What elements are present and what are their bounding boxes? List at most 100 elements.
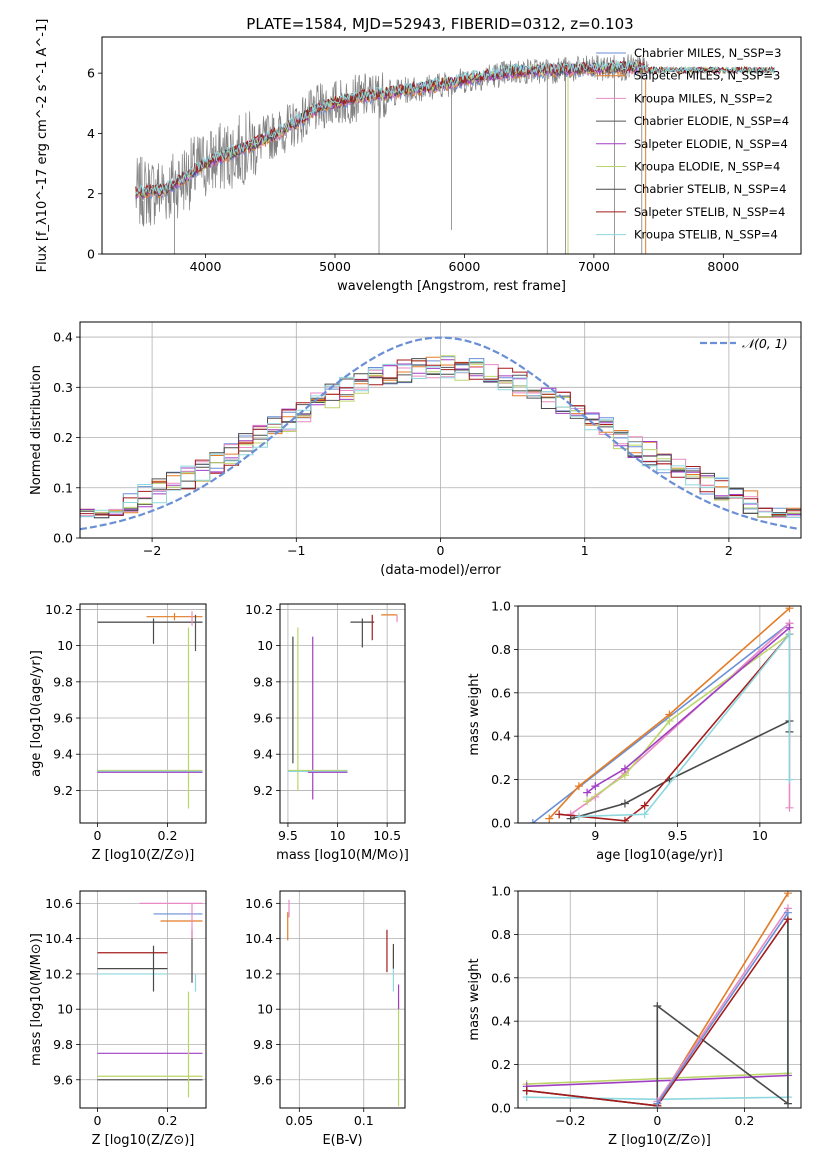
legend-label: Salpeter STELIB, N_SSP=4 xyxy=(634,205,785,219)
y-tick-label: 10 xyxy=(257,638,273,653)
y-tick-label: 9.6 xyxy=(253,711,273,726)
mass-weight-line xyxy=(586,627,791,794)
x-tick-label: 0 xyxy=(94,828,102,843)
y-tick-label: 9.4 xyxy=(253,747,273,762)
x-tick-label: −0.2 xyxy=(555,1113,585,1128)
y-tick-label: 1.0 xyxy=(491,884,511,899)
y-tick-label: 1.0 xyxy=(491,599,511,614)
y-tick-label: 0.4 xyxy=(53,330,73,345)
x-tick-label: 9 xyxy=(591,828,599,843)
panel-mass-vs-Z: 0 0.2 9.6 9.8 10 10.2 10.4 10.6 Z [log10(Z/Z⊙)] m… xyxy=(29,890,207,1148)
y-tick-label: 0.6 xyxy=(491,685,511,700)
mass-weight-line xyxy=(570,621,791,815)
x-axis-label: mass [log10(M/M⊙)] xyxy=(276,848,409,863)
x-tick-label: 8000 xyxy=(707,259,739,274)
mass-weight-line xyxy=(578,631,791,818)
x-tick-label: 0.2 xyxy=(734,1113,754,1128)
y-axis-label: Flux [f_λ10^-17 erg cm^-2 s^-1 A^-1] xyxy=(35,19,50,273)
mass-weight-marker xyxy=(574,782,583,791)
y-tick-label: 10.2 xyxy=(245,602,273,617)
y-tick-label: 0.0 xyxy=(53,531,73,546)
y-tick-label: 10.2 xyxy=(45,602,73,617)
mass-weight-marker xyxy=(785,803,794,812)
y-tick-label: 9.2 xyxy=(53,783,73,798)
y-tick-label: 0.3 xyxy=(53,380,73,395)
legend-label: 𝒩(0, 1) xyxy=(742,336,788,351)
plot-area xyxy=(97,902,203,1098)
y-axis-label: age [log10(age/yr)] xyxy=(29,650,44,777)
y-tick-label: 9.6 xyxy=(253,1072,273,1087)
mass-weight-marker xyxy=(522,1086,531,1095)
x-axis-label: age [log10(age/yr)] xyxy=(596,848,723,863)
plot-area xyxy=(528,606,794,823)
mass-weight-marker xyxy=(528,819,537,823)
plot-area xyxy=(97,611,203,809)
x-tick-label: 10 xyxy=(752,828,768,843)
axes-frame xyxy=(517,605,802,824)
y-tick-label: 9.8 xyxy=(253,1037,273,1052)
x-tick-label: 1 xyxy=(581,543,589,558)
residual-histogram xyxy=(80,361,801,518)
plot-area xyxy=(135,54,776,254)
x-tick-label: 2 xyxy=(725,543,733,558)
x-tick-label: 0 xyxy=(437,543,445,558)
y-axis-label: mass [log10(M/M⊙)] xyxy=(29,933,44,1066)
y-tick-label: 0.2 xyxy=(491,1057,511,1072)
legend-label: Salpeter MILES, N_SSP=3 xyxy=(634,69,780,83)
x-tick-label: 0.2 xyxy=(158,1113,178,1128)
y-tick-label: 4 xyxy=(87,126,95,141)
mass-weight-line xyxy=(586,633,790,802)
legend-label: Kroupa STELIB, N_SSP=4 xyxy=(634,228,778,242)
x-tick-label: 6000 xyxy=(449,259,481,274)
panel-age-vs-mass: 9.5 10 10.5 9.2 9.4 9.6 9.8 10 10.2 mass [log10(M… xyxy=(245,602,409,863)
axes-frame xyxy=(279,890,406,1109)
y-tick-label: 10.6 xyxy=(245,896,273,911)
legend-label: Salpeter ELODIE, N_SSP=4 xyxy=(634,137,788,151)
mass-weight-marker xyxy=(653,1002,662,1011)
plot-area xyxy=(287,899,400,1107)
y-tick-label: 10.2 xyxy=(45,966,73,981)
y-tick-label: 10 xyxy=(57,1002,73,1017)
x-axis-label: wavelength [Angstrom, rest frame] xyxy=(337,279,566,294)
panel-age-vs-Z: 0 0.2 9.2 9.4 9.6 9.8 10 10.2 Z [log10(Z/Z⊙)] age… xyxy=(29,602,207,863)
axes-frame xyxy=(79,321,802,539)
x-axis-label: (data-model)/error xyxy=(380,563,501,578)
y-tick-label: 0.0 xyxy=(491,1101,511,1116)
y-tick-label: 9.8 xyxy=(53,674,73,689)
x-tick-label: 9.5 xyxy=(668,828,688,843)
x-tick-label: −2 xyxy=(143,543,161,558)
x-tick-label: 0.1 xyxy=(354,1113,374,1128)
panel-spectrum: 4000 5000 6000 7000 8000 0 2 4 6 wavelength [Angs… xyxy=(35,19,802,294)
x-tick-label: 10.5 xyxy=(373,828,401,843)
x-tick-label: 5000 xyxy=(319,259,351,274)
y-tick-label: 10.6 xyxy=(45,896,73,911)
mass-weight-marker xyxy=(785,606,794,613)
mass-weight-marker xyxy=(583,797,592,806)
mass-weight-line xyxy=(548,607,791,820)
model-spectrum xyxy=(135,59,776,196)
y-tick-label: 2 xyxy=(87,186,95,201)
x-axis-label: E(B-V) xyxy=(322,1133,362,1148)
y-tick-label: 0.8 xyxy=(491,927,511,942)
x-axis-label: Z [log10(Z/Z⊙)] xyxy=(608,1133,711,1148)
y-axis-label: mass weight xyxy=(467,673,482,755)
mass-weight-marker xyxy=(583,788,592,797)
plot-area xyxy=(80,336,801,531)
x-tick-label: 9.5 xyxy=(278,828,298,843)
panel-mass-vs-EBV: 0.05 0.1 9.6 9.8 10 10.2 10.4 10.6 E(B-V) xyxy=(245,890,406,1148)
legend-label: Kroupa ELODIE, N_SSP=4 xyxy=(634,160,780,174)
y-tick-label: 9.8 xyxy=(253,674,273,689)
plot-area xyxy=(287,614,398,800)
figure-title: PLATE=1584, MJD=52943, FIBERID=0312, z=0… xyxy=(246,15,633,33)
mass-weight-marker xyxy=(620,764,629,773)
axes-frame xyxy=(79,890,207,1109)
axes-frame xyxy=(279,603,406,824)
y-axis-label: mass weight xyxy=(467,958,482,1040)
y-tick-label: 0.2 xyxy=(491,772,511,787)
x-tick-label: 4000 xyxy=(190,259,222,274)
axes-frame xyxy=(79,603,207,824)
mass-weight-marker xyxy=(785,630,794,639)
y-tick-label: 9.6 xyxy=(53,1072,73,1087)
axes-frame xyxy=(101,36,802,255)
